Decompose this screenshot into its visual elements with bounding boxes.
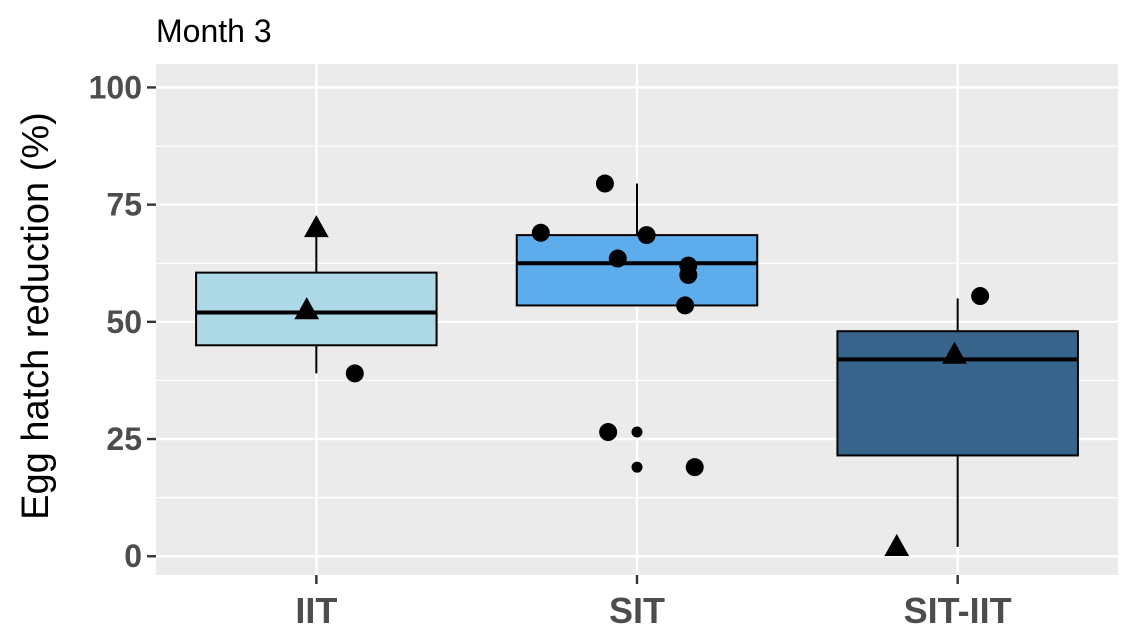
point-triangle (294, 297, 320, 320)
y-axis-title: Egg hatch reduction (%) (15, 112, 57, 520)
y-tick-label: 50 (106, 304, 142, 340)
point-circle (631, 461, 643, 473)
point-circle (345, 364, 364, 383)
chart-title: Month 3 (156, 13, 272, 49)
point-circle (637, 226, 656, 245)
x-axis: IIT SIT SIT-IIT (295, 575, 1012, 631)
data-points (294, 174, 990, 556)
point-circle (631, 426, 643, 438)
y-axis: 0 25 50 75 100 (89, 69, 156, 574)
point-triangle (303, 215, 329, 238)
boxes (195, 183, 1079, 547)
box-sit (515, 183, 759, 307)
point-circle (676, 296, 695, 315)
point-circle (685, 458, 704, 477)
box-body (515, 234, 759, 307)
point-circle (531, 223, 550, 242)
y-tick-label: 100 (89, 69, 142, 105)
x-tick-label: IIT (295, 590, 337, 631)
x-tick-label: SIT (609, 590, 665, 631)
point-circle (608, 249, 627, 268)
x-tick-label: SIT-IIT (904, 590, 1012, 631)
point-circle (599, 423, 618, 442)
y-tick-label: 75 (106, 187, 142, 223)
point-triangle (942, 341, 967, 364)
box-body (195, 271, 438, 347)
y-tick-label: 25 (106, 421, 142, 457)
y-tick-label: 0 (124, 538, 142, 574)
point-triangle (884, 533, 910, 556)
box-iit (195, 228, 438, 374)
point-circle (679, 265, 698, 284)
point-circle (595, 174, 614, 193)
point-circle (971, 287, 990, 306)
